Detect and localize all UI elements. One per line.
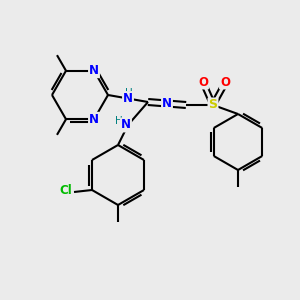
Text: N: N [162, 97, 172, 110]
Text: N: N [121, 118, 131, 131]
Text: N: N [89, 64, 99, 77]
Text: Cl: Cl [60, 184, 72, 197]
Text: N: N [89, 113, 99, 126]
Text: N: N [123, 92, 133, 105]
Text: S: S [208, 98, 217, 112]
Text: H: H [115, 116, 123, 126]
Text: O: O [198, 76, 208, 88]
Text: O: O [220, 76, 230, 88]
Text: H: H [125, 88, 133, 98]
